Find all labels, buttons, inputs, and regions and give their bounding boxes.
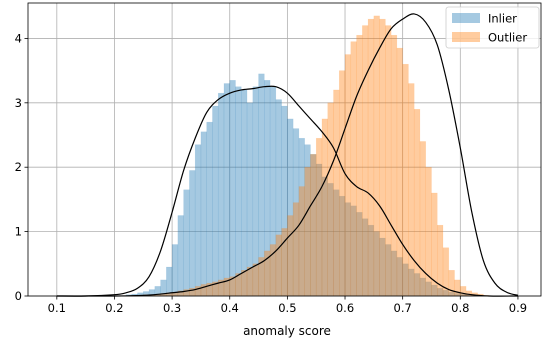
bar-outlier [379, 18, 386, 297]
x-axis-label: anomaly score [243, 324, 331, 338]
bar-outlier [408, 83, 415, 297]
bar-outlier [385, 25, 392, 297]
bar-outlier [321, 118, 328, 297]
y-tick-label: 2 [15, 160, 22, 174]
bar-inlier [171, 244, 179, 297]
bar-outlier [241, 269, 248, 297]
bar-inlier [183, 189, 190, 297]
bar-inlier [194, 144, 202, 297]
bar-outlier [350, 41, 357, 297]
x-tick-label: 0.1 [48, 301, 66, 315]
kde-line-outlier [56, 13, 519, 297]
bar-outlier [252, 263, 259, 297]
bar-outlier [310, 154, 317, 297]
bar-outlier [246, 266, 254, 297]
x-tick-label: 0.8 [451, 301, 469, 315]
kde-curves [56, 13, 519, 297]
legend: Inlier Outlier [445, 6, 540, 49]
bar-outlier [356, 34, 363, 297]
bar-inlier [241, 89, 248, 297]
y-tick-label: 0 [15, 289, 22, 303]
bar-outlier [339, 70, 346, 297]
bar-outlier [396, 47, 403, 297]
y-tick-label: 4 [15, 31, 22, 45]
tick-labels: 0.1 0.2 0.3 0.4 0.5 0.6 0.7 0.8 0.9 0 1 2 3 4 [15, 31, 527, 315]
bar-outlier [275, 234, 282, 297]
bar-outlier [402, 63, 409, 297]
bar-outlier [333, 89, 340, 297]
bar-inlier [229, 80, 236, 297]
x-tick-label: 0.5 [278, 301, 296, 315]
axes [24, 2, 542, 300]
bar-outlier [315, 137, 323, 297]
x-tick-label: 0.2 [105, 301, 123, 315]
bar-outlier [362, 25, 369, 297]
bar-inlier [217, 92, 225, 297]
y-tick-label: 1 [15, 225, 22, 239]
bar-inlier [206, 121, 213, 297]
bar-inlier [200, 131, 207, 297]
plot-frame [27, 2, 542, 297]
x-tick-label: 0.6 [336, 301, 354, 315]
bar-inlier [166, 266, 173, 297]
bar-inlier [212, 105, 219, 297]
bar-outlier [413, 109, 421, 297]
bar-outlier [454, 279, 461, 297]
x-tick-label: 0.9 [509, 301, 527, 315]
series-inlier-bars [125, 73, 478, 297]
legend-label-outlier: Outlier [488, 31, 527, 45]
legend-label-inlier: Inlier [488, 12, 517, 26]
legend-swatch-outlier [452, 32, 480, 42]
kde-line-inlier [56, 85, 518, 297]
x-tick-label: 0.3 [163, 301, 181, 315]
series-outlier-bars [131, 15, 490, 297]
bar-outlier [298, 186, 305, 297]
legend-swatch-inlier [452, 13, 480, 23]
bar-outlier [304, 166, 311, 297]
bars [125, 15, 490, 297]
bar-outlier [287, 215, 294, 297]
x-tick-label: 0.4 [221, 301, 239, 315]
bar-outlier [465, 290, 473, 297]
x-tick-label: 0.7 [394, 301, 412, 315]
bar-outlier [264, 250, 271, 297]
bar-inlier [189, 170, 196, 297]
bar-outlier [460, 286, 467, 297]
bar-outlier [292, 202, 300, 297]
legend-box [445, 6, 540, 49]
bar-inlier [177, 215, 184, 297]
bar-outlier [448, 269, 455, 297]
bar-outlier [327, 102, 334, 297]
bar-outlier [390, 34, 398, 297]
bar-inlier [235, 86, 242, 297]
bar-inlier [223, 83, 230, 297]
y-tick-label: 3 [15, 96, 22, 110]
